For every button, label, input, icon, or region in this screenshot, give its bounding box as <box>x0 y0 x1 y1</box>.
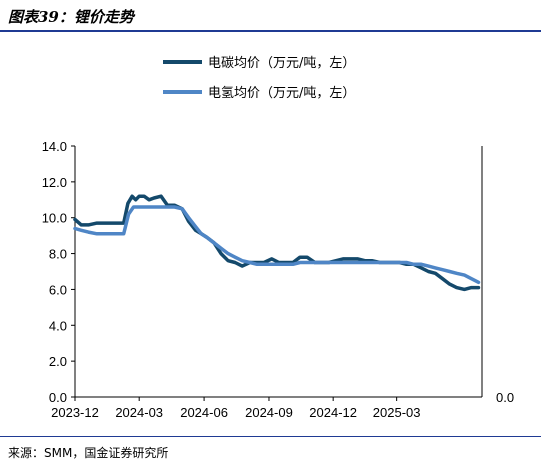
series-line-2 <box>73 205 481 285</box>
x-tick-label: 2023-12 <box>51 405 99 420</box>
x-tick-label: 2024-12 <box>309 405 357 420</box>
figure-title: 图表39：锂价走势 <box>8 8 134 26</box>
x-tick-label: 2025-03 <box>373 405 421 420</box>
x-tick-label: 2024-06 <box>180 405 228 420</box>
y-tick-label: 8.0 <box>49 247 67 262</box>
x-tick-label: 2024-03 <box>115 405 163 420</box>
y-tick-label: 6.0 <box>49 282 67 297</box>
source-note: 来源：SMM，国金证券研究所 <box>8 446 169 460</box>
source-rule <box>0 436 541 437</box>
series-line-1 <box>73 194 481 292</box>
y2-tick-label: 0.0 <box>496 390 514 405</box>
x-tick-label: 2024-09 <box>245 405 293 420</box>
y-tick-label: 4.0 <box>49 318 67 333</box>
legend: 电碳均价（万元/吨，左） 电氢均价（万元/吨，左） <box>163 56 355 101</box>
y-tick-label: 14.0 <box>42 139 67 154</box>
legend-label-2: 电氢均价（万元/吨，左） <box>208 86 355 101</box>
y-tick-label: 12.0 <box>42 175 67 190</box>
y-tick-label: 10.0 <box>42 211 67 226</box>
title-rule <box>0 30 541 32</box>
y-tick-label: 0.0 <box>49 390 67 405</box>
y-tick-label: 2.0 <box>49 354 67 369</box>
series-layer <box>73 194 481 292</box>
legend-label-1: 电碳均价（万元/吨，左） <box>208 56 355 71</box>
